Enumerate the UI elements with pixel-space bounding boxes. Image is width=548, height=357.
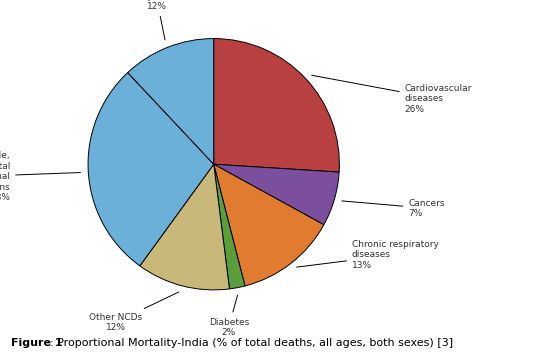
Text: Cancers
7%: Cancers 7%: [342, 198, 445, 218]
Text: Other NCDs
12%: Other NCDs 12%: [89, 292, 179, 332]
Text: Injuries
12%: Injuries 12%: [140, 0, 174, 40]
Text: : Proportional Mortality-India (% of total deaths, all ages, both sexes) [3]: : Proportional Mortality-India (% of tot…: [49, 338, 453, 348]
Wedge shape: [214, 39, 339, 172]
Text: Diabetes
2%: Diabetes 2%: [209, 295, 249, 337]
Text: Chronic respiratory
diseases
13%: Chronic respiratory diseases 13%: [296, 240, 439, 270]
Wedge shape: [140, 164, 230, 290]
Text: Cardiovascular
diseases
26%: Cardiovascular diseases 26%: [312, 75, 472, 114]
Wedge shape: [214, 164, 339, 225]
Wedge shape: [128, 39, 214, 164]
Text: Communicable,
maternal, perinatal
and nutritional
conditions
28%: Communicable, maternal, perinatal and nu…: [0, 151, 81, 202]
Text: Figure 1: Figure 1: [11, 338, 62, 348]
Wedge shape: [214, 164, 245, 289]
Wedge shape: [88, 72, 214, 266]
Wedge shape: [214, 164, 324, 286]
